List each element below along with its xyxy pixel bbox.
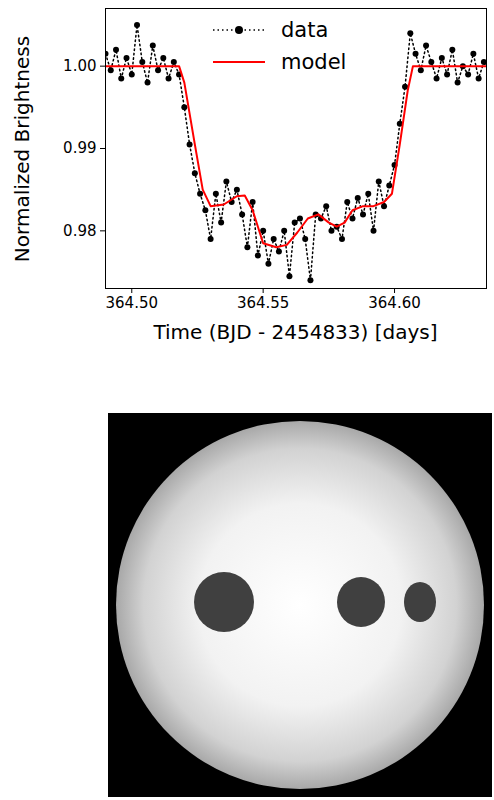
html-text:Normalized Brightness: Normalized Brightness bbox=[10, 35, 34, 263]
html-text:model: model bbox=[281, 50, 347, 74]
html-text:data: data bbox=[281, 18, 329, 42]
html-text:Time (BJD - 2454833) [days]: Time (BJD - 2454833) [days] bbox=[153, 320, 438, 344]
svg-text:364.55: 364.55 bbox=[237, 294, 290, 312]
svg-text:1.00: 1.00 bbox=[63, 57, 96, 75]
svg-text:0.99: 0.99 bbox=[63, 139, 96, 157]
svg-text:0.98: 0.98 bbox=[63, 222, 96, 240]
svg-text:364.50: 364.50 bbox=[106, 294, 159, 312]
svg-text:364.60: 364.60 bbox=[368, 294, 421, 312]
